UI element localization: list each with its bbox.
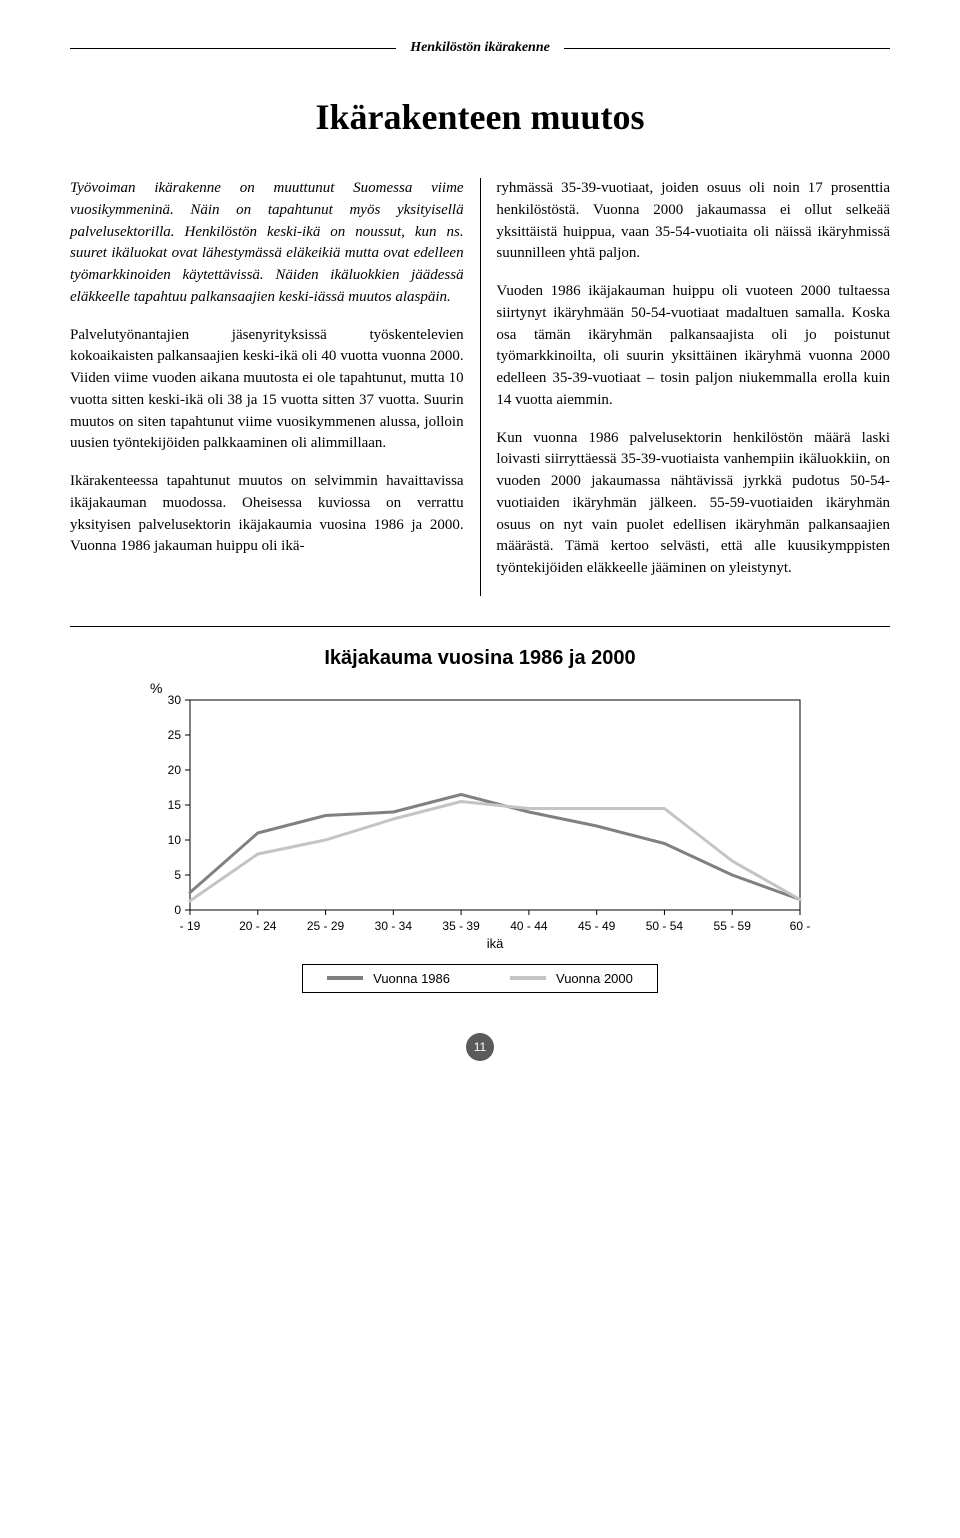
horizontal-rule (70, 626, 890, 627)
svg-text:ikä: ikä (487, 936, 504, 951)
svg-text:30: 30 (168, 693, 182, 707)
right-column: ryhmässä 35-39-vuotiaat, joiden osuus ol… (496, 178, 890, 596)
svg-text:25 - 29: 25 - 29 (307, 919, 345, 933)
svg-text:30 - 34: 30 - 34 (375, 919, 413, 933)
svg-text:15: 15 (168, 798, 182, 812)
left-column: Työvoiman ikärakenne on muuttunut Suomes… (70, 178, 464, 596)
svg-text:55 - 59: 55 - 59 (714, 919, 752, 933)
svg-text:- 19: - 19 (180, 919, 201, 933)
legend-item: Vuonna 1986 (327, 971, 450, 986)
header-line-left (70, 48, 396, 49)
page-number: 11 (466, 1033, 494, 1061)
legend-item: Vuonna 2000 (510, 971, 633, 986)
body-columns: Työvoiman ikärakenne on muuttunut Suomes… (70, 178, 890, 596)
column-divider (480, 178, 481, 596)
legend-swatch (327, 976, 363, 980)
left-p3: Ikärakenteessa tapahtunut muutos on selv… (70, 471, 464, 558)
right-p1: ryhmässä 35-39-vuotiaat, joiden osuus ol… (496, 178, 890, 265)
section-header: Henkilöstön ikärakenne (70, 40, 890, 56)
chart-title: Ikäjakauma vuosina 1986 ja 2000 (130, 647, 830, 670)
right-p3: Kun vuonna 1986 palvelusektorin henkilös… (496, 428, 890, 580)
svg-text:20 - 24: 20 - 24 (239, 919, 277, 933)
left-p2: Palvelutyönantajien jäsenyrityksissä työ… (70, 325, 464, 456)
svg-text:20: 20 (168, 763, 182, 777)
svg-text:0: 0 (174, 903, 181, 917)
svg-text:45 - 49: 45 - 49 (578, 919, 616, 933)
svg-text:10: 10 (168, 833, 182, 847)
legend-label: Vuonna 1986 (373, 971, 450, 986)
chart-container: Ikäjakauma vuosina 1986 ja 2000 % 051015… (130, 647, 830, 993)
chart-legend: Vuonna 1986 Vuonna 2000 (130, 964, 830, 993)
svg-text:5: 5 (174, 868, 181, 882)
svg-text:40 - 44: 40 - 44 (510, 919, 548, 933)
page-number-wrap: 11 (70, 1033, 890, 1061)
svg-text:35 - 39: 35 - 39 (442, 919, 480, 933)
legend-swatch (510, 976, 546, 980)
right-p2: Vuoden 1986 ikäjakauman huippu oli vuote… (496, 281, 890, 412)
svg-text:60 -: 60 - (790, 919, 810, 933)
header-line-right (564, 48, 890, 49)
section-header-text: Henkilöstön ikärakenne (396, 40, 564, 56)
svg-text:50 - 54: 50 - 54 (646, 919, 684, 933)
legend-label: Vuonna 2000 (556, 971, 633, 986)
left-p1: Työvoiman ikärakenne on muuttunut Suomes… (70, 178, 464, 309)
chart-title-text: Ikäjakauma vuosina 1986 ja 2000 (324, 647, 635, 669)
svg-text:25: 25 (168, 728, 182, 742)
page-title: Ikärakenteen muutos (70, 96, 890, 138)
line-chart: 0 5 10 15 20 25 30 - 19 20 - 24 25 - 29 30 - 34 35 … (150, 690, 810, 960)
chart-plot-area: 0 5 10 15 20 25 30 - 19 20 - 24 25 - 29 30 - 34 35 … (150, 690, 810, 960)
